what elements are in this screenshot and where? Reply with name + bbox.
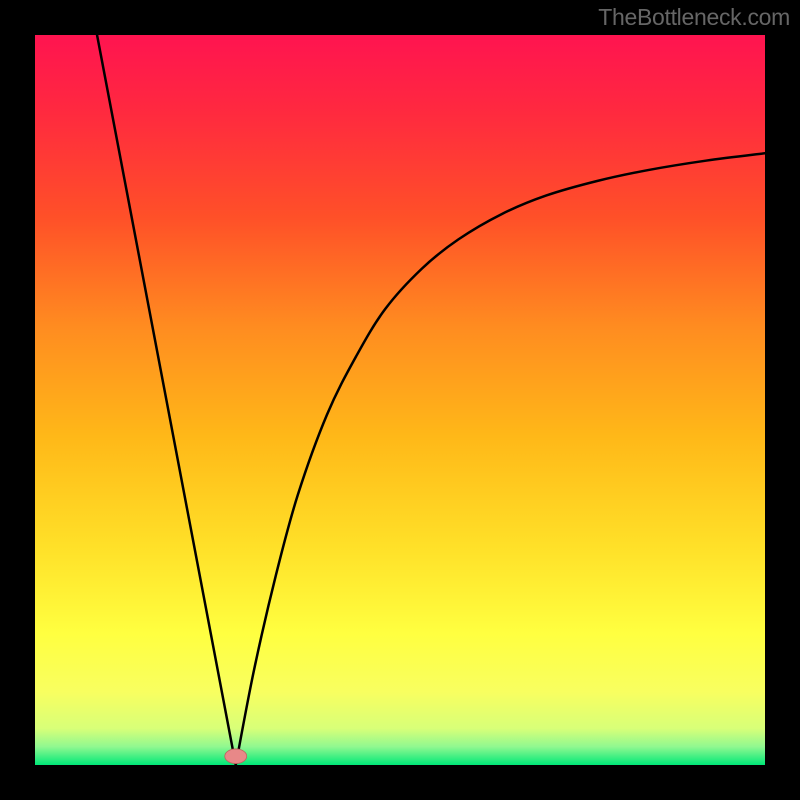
plot-gradient-background: [35, 35, 765, 765]
optimal-point-marker: [225, 749, 247, 764]
watermark-text: TheBottleneck.com: [598, 4, 790, 31]
bottleneck-chart: [0, 0, 800, 800]
chart-container: TheBottleneck.com: [0, 0, 800, 800]
